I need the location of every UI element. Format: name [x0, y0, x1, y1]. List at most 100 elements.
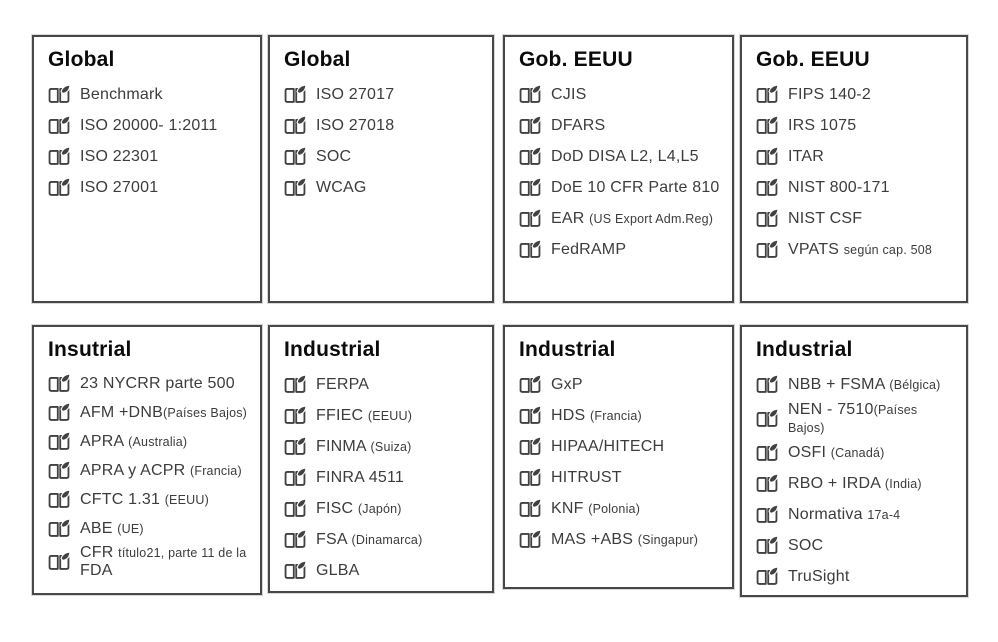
open-book-icon — [284, 146, 307, 165]
card-2-global: Global ISO 27017 ISO 27018 SOC WCAG — [268, 35, 494, 303]
label-text: 23 NYCRR parte 500 — [80, 375, 235, 393]
list-item: WCAG — [282, 173, 481, 204]
label-text: APRA y ACPR — [80, 462, 190, 480]
list-item-label: ITAR — [788, 148, 824, 166]
list-item: MAS +ABS (Singapur) — [517, 525, 721, 556]
open-book-icon — [48, 518, 71, 537]
label-text: VPATS — [788, 241, 844, 259]
list-item-label: DFARS — [551, 117, 605, 135]
card-items: CJIS DFARS DoD DISA L2, L4,L5 DoE 10 CFR… — [517, 80, 721, 266]
label-text: ISO 20000- 1:2011 — [80, 117, 218, 135]
label-text: FIPS 140-2 — [788, 86, 871, 104]
open-book-icon — [756, 239, 779, 258]
label-annotation: (Canadá) — [830, 446, 885, 461]
card-7-industrial: Industrial GxP HDS (Francia) HIPAA/HITEC… — [503, 325, 734, 589]
open-book-icon — [284, 405, 307, 424]
list-item: APRA y ACPR (Francia) — [46, 457, 249, 486]
list-item: AFM +DNB(Países Bajos) — [46, 399, 249, 428]
label-text: ISO 22301 — [80, 148, 159, 166]
label-text: FINMA — [316, 438, 371, 456]
open-book-icon — [756, 442, 779, 461]
list-item-label: SOC — [316, 148, 351, 166]
list-item-label: FERPA — [316, 376, 369, 394]
open-book-icon — [284, 374, 307, 393]
list-item: SOC — [282, 142, 481, 173]
list-item-label: Normativa 17a-4 — [788, 506, 900, 524]
list-item: NBB + FSMA (Bélgica) — [754, 370, 955, 401]
list-item: FedRAMP — [517, 235, 721, 266]
open-book-icon — [284, 115, 307, 134]
list-item-label: HDS (Francia) — [551, 407, 642, 425]
list-item: HITRUST — [517, 463, 721, 494]
list-item-label: CFR título21, parte 11 de la FDA — [80, 544, 249, 581]
label-text: ISO 27018 — [316, 117, 395, 135]
list-item-label: ISO 22301 — [80, 148, 158, 166]
label-text: RBO + IRDA — [788, 475, 885, 493]
open-book-icon — [284, 436, 307, 455]
label-text: FedRAMP — [551, 241, 627, 259]
label-text: GxP — [551, 376, 583, 394]
label-annotation: (Francia) — [190, 464, 242, 479]
open-book-icon — [756, 84, 779, 103]
card-items: ISO 27017 ISO 27018 SOC WCAG — [282, 80, 481, 204]
list-item: HIPAA/HITECH — [517, 432, 721, 463]
list-item-label: ABE (UE) — [80, 520, 144, 538]
list-item: FSA (Dinamarca) — [282, 525, 481, 556]
list-item-label: CJIS — [551, 86, 586, 104]
list-item-label: FedRAMP — [551, 241, 626, 259]
label-text: FERPA — [316, 376, 370, 394]
list-item: EAR (US Export Adm.Reg) — [517, 204, 721, 235]
list-item: ABE (UE) — [46, 515, 249, 544]
card-3-gob-eeuu: Gob. EEUU CJIS DFARS DoD DISA L2, L4,L5 … — [503, 35, 734, 303]
list-item-label: NIST 800-171 — [788, 179, 890, 197]
card-8-industrial: Industrial NBB + FSMA (Bélgica) NEN - 75… — [740, 325, 968, 597]
label-text: ISO 27017 — [316, 86, 395, 104]
label-annotation: título21, parte 11 de la — [118, 546, 247, 560]
label-text: KNF — [551, 500, 589, 518]
card-title: Global — [284, 48, 351, 71]
list-item-label: GLBA — [316, 562, 360, 580]
label-annotation: (Singapur) — [637, 533, 699, 548]
list-item-label: FFIEC (EEUU) — [316, 407, 412, 425]
label-text: NBB + FSMA — [788, 376, 890, 394]
list-item-label: NIST CSF — [788, 210, 862, 228]
label-text: GLBA — [316, 562, 360, 580]
label-text: CJIS — [551, 86, 587, 104]
label-text: OSFI — [788, 444, 831, 462]
label-text: FDA — [80, 562, 113, 580]
open-book-icon — [519, 374, 542, 393]
list-item-label: VPATS según cap. 508 — [788, 241, 932, 259]
card-5-industrial: Insutrial 23 NYCRR parte 500 AFM +DNB(Pa… — [32, 325, 262, 595]
list-item-label: GxP — [551, 376, 583, 394]
list-item-label: MAS +ABS (Singapur) — [551, 531, 698, 549]
label-text: HDS — [551, 407, 591, 425]
label-text: FINRA 4511 — [316, 469, 404, 487]
open-book-icon — [519, 405, 542, 424]
label-text: IRS 1075 — [788, 117, 857, 135]
list-item-label: AFM +DNB(Países Bajos) — [80, 404, 247, 422]
list-item: HDS (Francia) — [517, 401, 721, 432]
label-text: HITRUST — [551, 469, 622, 487]
label-text: EAR — [551, 210, 590, 228]
list-item: CFR título21, parte 11 de la FDA — [46, 544, 249, 581]
list-item: Normativa 17a-4 — [754, 500, 955, 531]
open-book-icon — [48, 177, 71, 196]
card-items: FIPS 140-2 IRS 1075 ITAR NIST 800-171 NI… — [754, 80, 955, 266]
open-book-icon — [756, 504, 779, 523]
card-1-global: Global Benchmark ISO 20000- 1:2011 ISO 2… — [32, 35, 262, 303]
list-item: ITAR — [754, 142, 955, 173]
card-title: Global — [48, 48, 115, 71]
open-book-icon — [756, 177, 779, 196]
label-annotation: (India) — [884, 477, 922, 492]
open-book-icon — [756, 115, 779, 134]
label-text: DoE 10 CFR Parte 810 — [551, 179, 720, 197]
card-title: Industrial — [519, 338, 616, 361]
label-text: APRA — [80, 433, 129, 451]
open-book-icon — [48, 115, 71, 134]
label-text: AFM +DNB — [80, 404, 163, 422]
list-item-label: NBB + FSMA (Bélgica) — [788, 376, 940, 394]
card-6-industrial: Industrial FERPA FFIEC (EEUU) FINMA (Sui… — [268, 325, 494, 593]
label-text: HIPAA/HITECH — [551, 438, 665, 456]
list-item: FINRA 4511 — [282, 463, 481, 494]
card-4-gob-eeuu: Gob. EEUU FIPS 140-2 IRS 1075 ITAR NIST … — [740, 35, 968, 303]
